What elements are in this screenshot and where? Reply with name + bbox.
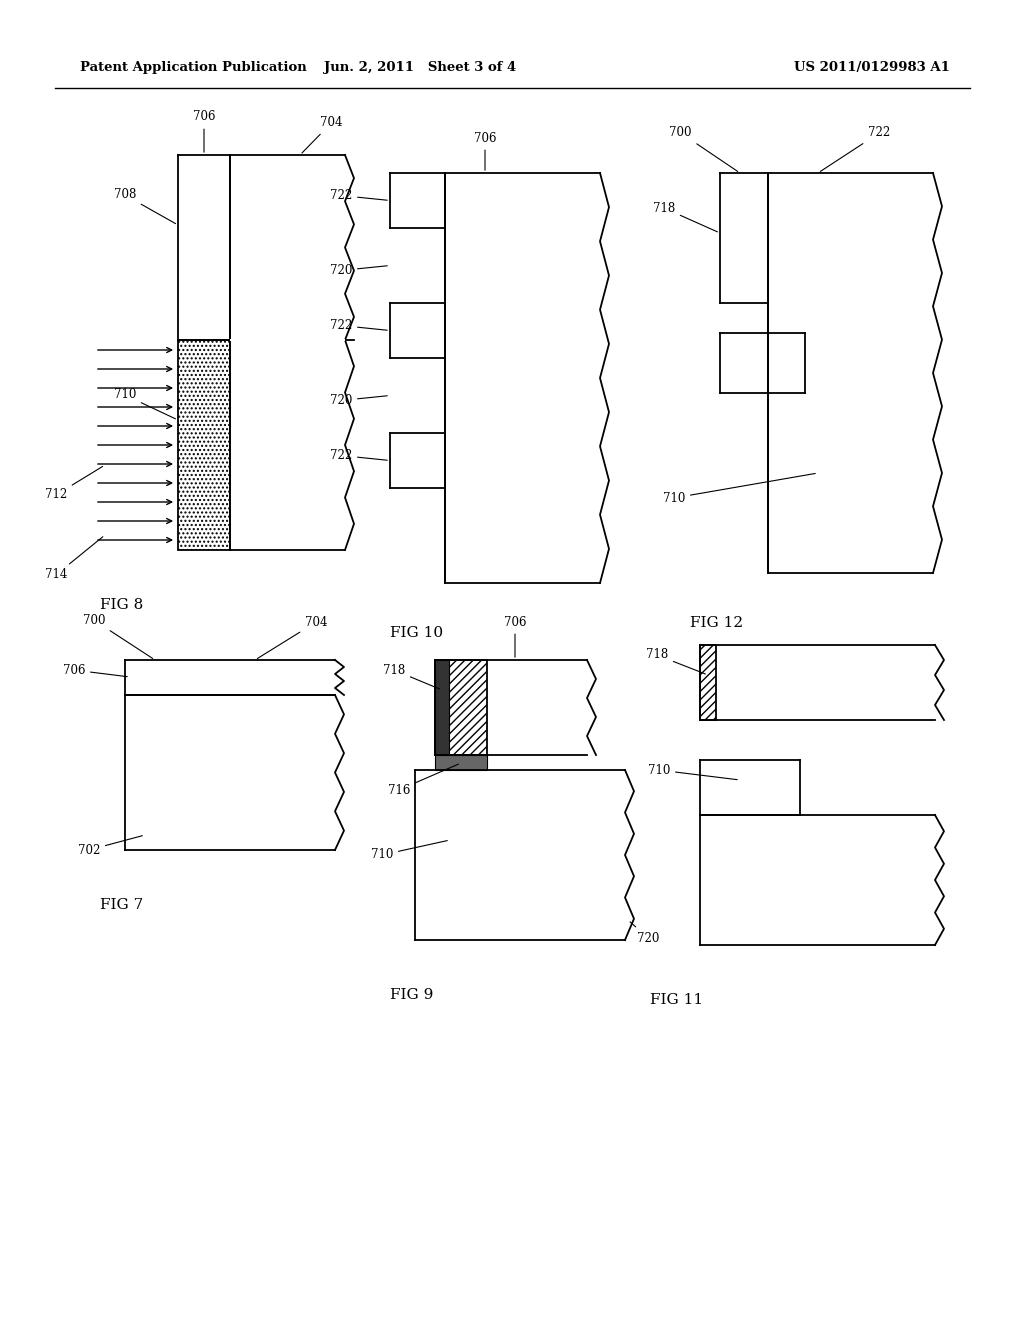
Text: 706: 706 [193, 111, 215, 152]
Bar [700, 760, 800, 814]
Bar [768, 173, 933, 573]
Text: FIG 10: FIG 10 [390, 626, 443, 640]
Text: 720: 720 [330, 264, 387, 277]
Bar [390, 173, 445, 228]
Text: 706: 706 [62, 664, 127, 677]
Text: 712: 712 [45, 466, 102, 502]
Text: 706: 706 [474, 132, 497, 170]
Text: 708: 708 [114, 189, 175, 223]
Bar [230, 339, 345, 341]
Text: 722: 722 [330, 189, 387, 202]
Text: FIG 12: FIG 12 [690, 616, 743, 630]
Text: 702: 702 [78, 836, 142, 857]
Text: FIG 11: FIG 11 [650, 993, 703, 1007]
Bar [700, 645, 716, 719]
Text: 710: 710 [647, 763, 737, 780]
Text: 722: 722 [330, 449, 387, 462]
Bar [700, 814, 935, 945]
Text: 706: 706 [504, 615, 526, 657]
Text: 722: 722 [820, 127, 890, 172]
Text: 700: 700 [670, 127, 737, 172]
Bar [435, 660, 487, 755]
Text: 718: 718 [646, 648, 706, 675]
Bar [125, 660, 335, 696]
Text: 700: 700 [83, 614, 153, 659]
Bar [178, 154, 230, 341]
Bar [720, 173, 768, 304]
Text: Jun. 2, 2011   Sheet 3 of 4: Jun. 2, 2011 Sheet 3 of 4 [324, 62, 516, 74]
Text: 710: 710 [114, 388, 175, 418]
Text: FIG 7: FIG 7 [100, 898, 143, 912]
Bar [435, 660, 449, 755]
Text: 714: 714 [45, 537, 102, 582]
Bar [178, 341, 230, 550]
Bar [415, 770, 625, 940]
Bar [390, 304, 445, 358]
Text: FIG 9: FIG 9 [390, 987, 433, 1002]
Text: 718: 718 [383, 664, 439, 689]
Text: US 2011/0129983 A1: US 2011/0129983 A1 [795, 62, 950, 74]
Bar [720, 333, 805, 393]
Bar [125, 696, 335, 850]
Bar [230, 341, 345, 550]
Text: 718: 718 [652, 202, 718, 232]
Text: 716: 716 [388, 764, 459, 796]
Bar [445, 173, 600, 583]
Text: Patent Application Publication: Patent Application Publication [80, 62, 307, 74]
Text: 704: 704 [257, 615, 328, 659]
Bar [700, 645, 935, 719]
Bar [435, 755, 487, 770]
Text: FIG 8: FIG 8 [100, 598, 143, 612]
Bar [230, 154, 345, 341]
Text: 720: 720 [630, 921, 659, 945]
Text: 722: 722 [330, 319, 387, 333]
Text: 720: 720 [330, 393, 387, 407]
Text: 710: 710 [371, 841, 447, 862]
Bar [390, 433, 445, 488]
Bar [435, 660, 587, 755]
Text: 710: 710 [663, 474, 815, 504]
Text: 704: 704 [302, 116, 342, 153]
